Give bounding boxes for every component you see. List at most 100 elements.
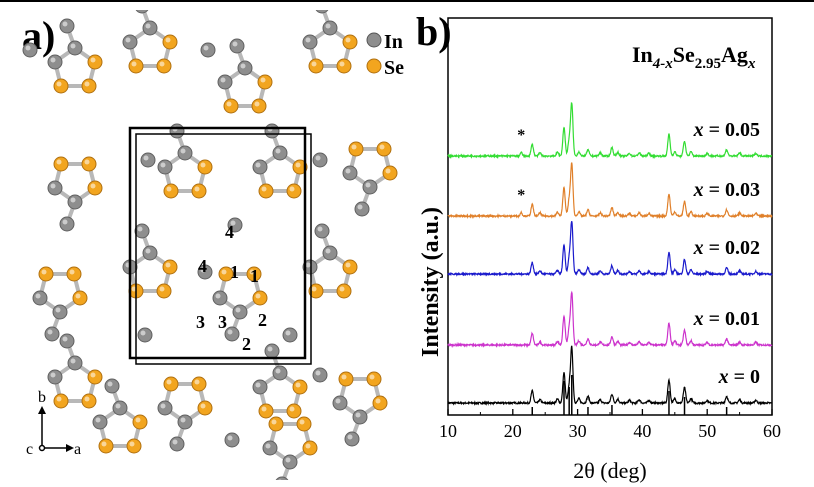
- selenium-atom: [382, 165, 398, 181]
- selenium-atom: [246, 266, 262, 282]
- selenium-atom: [163, 376, 179, 392]
- indium-atom: [229, 38, 245, 54]
- indium-atom: [264, 123, 280, 139]
- indium-atom: [262, 440, 278, 456]
- selenium-atom: [38, 266, 54, 282]
- selenium-atom: [336, 58, 352, 74]
- unit-cell-back: [135, 133, 312, 365]
- selenium-atom: [53, 156, 69, 172]
- selenium-atom: [292, 379, 308, 395]
- selenium-atom: [338, 371, 354, 387]
- selenium-atom: [197, 400, 213, 416]
- series-label: x = 0.02: [693, 237, 760, 259]
- selenium-atom: [53, 78, 69, 94]
- indium-atom: [275, 476, 289, 480]
- selenium-atom: [72, 290, 88, 306]
- selenium-atom: [218, 266, 234, 282]
- indium-atom: [169, 123, 185, 139]
- indium-atom: [322, 245, 338, 261]
- site-label: 4: [198, 256, 207, 276]
- x-tick-label: 60: [763, 421, 781, 441]
- indium-atom: [177, 414, 193, 430]
- site-label: 3: [196, 312, 205, 332]
- indium-atom: [252, 159, 268, 175]
- selenium-atom: [53, 393, 69, 409]
- impurity-mark: *: [517, 187, 525, 204]
- indium-atom: [134, 223, 150, 239]
- indium-atom: [177, 145, 193, 161]
- indium-atom: [59, 216, 75, 232]
- indium-atom: [92, 414, 108, 430]
- selenium-atom: [286, 183, 302, 199]
- selenium-atom: [336, 283, 352, 299]
- indium-atom: [137, 327, 153, 343]
- selenium-atom: [191, 376, 207, 392]
- indium-atom: [332, 395, 348, 411]
- indium-atom: [157, 159, 173, 175]
- indium-atom: [252, 379, 268, 395]
- indium-atom: [140, 152, 156, 168]
- series-layer: x = 0 x = 0.01 x = 0.02 x = 0.03 * x = 0.05 *: [447, 102, 773, 415]
- crystal-structure: 4 4 1 1 3 3 2 2 In Se b c a: [22, 10, 404, 480]
- selenium-atom: [251, 98, 267, 114]
- indium-atom: [67, 40, 83, 56]
- site-label: 2: [242, 334, 251, 354]
- y-axis-label: Intensity (a.u.): [420, 207, 444, 357]
- indium-atom: [354, 201, 370, 217]
- in-legend-label: In: [384, 31, 403, 53]
- selenium-atom: [258, 183, 274, 199]
- x-tick-label: 10: [439, 421, 457, 441]
- indium-atom: [344, 431, 360, 447]
- selenium-atom: [197, 159, 213, 175]
- site-label: 1: [230, 262, 239, 282]
- series-label: x = 0.01: [693, 308, 760, 330]
- indium-atom: [312, 367, 328, 383]
- chart-title: In4-xSe2.95Agx: [632, 42, 756, 72]
- atom-layer: [22, 10, 398, 480]
- series-line: [447, 221, 773, 278]
- selenium-atom: [372, 395, 388, 411]
- axes-indicator: [38, 406, 74, 452]
- indium-atom: [224, 432, 240, 448]
- selenium-atom: [87, 54, 103, 70]
- indium-atom: [322, 20, 338, 36]
- indium-atom: [200, 42, 216, 58]
- selenium-atom: [292, 159, 308, 175]
- indium-atom: [272, 365, 288, 381]
- in-legend-dot: [366, 32, 382, 48]
- indium-atom: [104, 378, 120, 394]
- selenium-atom: [191, 183, 207, 199]
- indium-atom: [282, 454, 298, 470]
- x-tick-label: 40: [633, 421, 651, 441]
- selenium-atom: [286, 403, 302, 419]
- selenium-atom: [81, 156, 97, 172]
- indium-atom: [224, 326, 240, 342]
- selenium-atom: [257, 74, 273, 90]
- selenium-atom: [81, 78, 97, 94]
- panel-b-label: b): [416, 9, 452, 54]
- series-label: x = 0: [718, 366, 760, 388]
- selenium-atom: [258, 403, 274, 419]
- selenium-atom: [348, 141, 364, 157]
- selenium-atom: [81, 393, 97, 409]
- indium-atom: [32, 290, 48, 306]
- series-line: [447, 290, 773, 349]
- selenium-atom: [296, 416, 312, 432]
- selenium-atom: [87, 369, 103, 385]
- selenium-atom: [156, 58, 172, 74]
- selenium-atom: [366, 371, 382, 387]
- axis-a-label: a: [74, 441, 81, 458]
- se-legend-label: Se: [384, 57, 404, 79]
- x-tick-label: 30: [569, 421, 587, 441]
- indium-atom: [227, 217, 243, 233]
- selenium-atom: [87, 180, 103, 196]
- x-tick-label: 50: [698, 421, 716, 441]
- indium-atom: [217, 74, 233, 90]
- indium-atom: [52, 304, 68, 320]
- selenium-atom: [132, 414, 148, 430]
- series-label: x = 0.03: [693, 179, 760, 201]
- indium-atom: [314, 223, 330, 239]
- indium-atom: [44, 326, 60, 342]
- selenium-atom: [342, 34, 358, 50]
- se-legend-dot: [366, 58, 382, 74]
